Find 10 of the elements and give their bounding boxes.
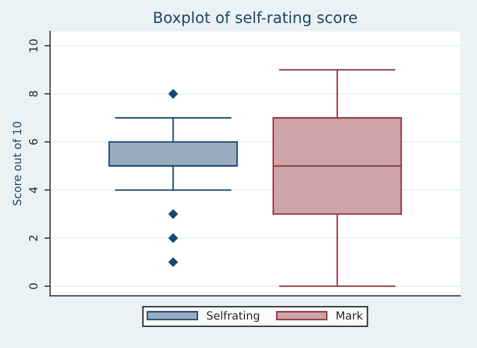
y-tick-label: 2 [29, 236, 38, 241]
y-axis-title: Score out of 10 [12, 122, 22, 206]
y-tick-label: 4 [29, 187, 38, 193]
y-tick-label: 10 [29, 39, 38, 52]
legend-label: Mark [336, 311, 363, 320]
y-tick-label: 6 [29, 139, 38, 145]
y-tick-label: 0 [29, 283, 38, 289]
chart-title: Boxplot of self-rating score [154, 11, 357, 26]
legend-label: Selfrating [206, 311, 260, 322]
y-tick-label: 8 [29, 91, 38, 97]
